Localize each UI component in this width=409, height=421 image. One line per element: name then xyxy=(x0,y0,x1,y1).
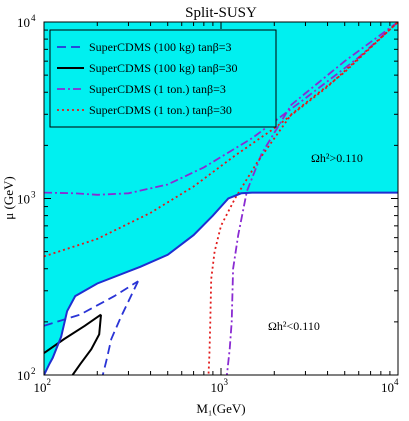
x-tick-label: 10 xyxy=(381,380,394,395)
y-tick-label-exponent: 3 xyxy=(31,190,36,200)
axis-ticks xyxy=(44,22,398,375)
legend-label-1: SuperCDMS (100 kg) tanβ=3 xyxy=(89,40,232,54)
x-tick-label: 10 xyxy=(34,380,47,395)
y-tick-label: 10 xyxy=(17,368,30,383)
legend-label-4: SuperCDMS (1 ton.) tanβ=30 xyxy=(89,103,232,117)
series-line-2-segment-2 xyxy=(71,314,102,375)
series-line-4-segment-2 xyxy=(207,22,398,375)
y-axis-label: μ (GeV) xyxy=(1,176,16,219)
series-line-3-segment-1 xyxy=(44,22,398,196)
x-tick-label-exponent: 2 xyxy=(47,377,52,387)
y-tick-label: 10 xyxy=(17,15,30,30)
relic-density-boundary xyxy=(44,191,398,375)
series-line-3-segment-2 xyxy=(226,22,398,375)
legend-box xyxy=(49,29,277,128)
series-line-1-segment-2 xyxy=(101,280,139,375)
x-tick-label-exponent: 4 xyxy=(394,377,399,387)
legend: SuperCDMS (100 kg) tanβ=3 SuperCDMS (100 … xyxy=(49,29,277,128)
y-tick-label-exponent: 4 xyxy=(31,13,36,23)
series-line-1-segment-1 xyxy=(44,280,139,327)
x-tick-label-exponent: 3 xyxy=(224,377,229,387)
x-tick-label: 10 xyxy=(211,380,224,395)
y-tick-label-exponent: 2 xyxy=(31,366,36,376)
region-label-above: Ωh²>0.110 xyxy=(311,151,363,165)
legend-label-3: SuperCDMS (1 ton.) tanβ=3 xyxy=(89,82,226,96)
x-axis-label: M₁(GeV) xyxy=(196,401,245,416)
y-tick-label: 10 xyxy=(17,192,30,207)
series-line-2-segment-1 xyxy=(44,313,102,354)
legend-label-2: SuperCDMS (100 kg) tanβ=30 xyxy=(89,61,238,75)
region-label-below: Ωh²<0.110 xyxy=(268,319,320,333)
chart-title: Split-SUSY xyxy=(185,5,257,21)
